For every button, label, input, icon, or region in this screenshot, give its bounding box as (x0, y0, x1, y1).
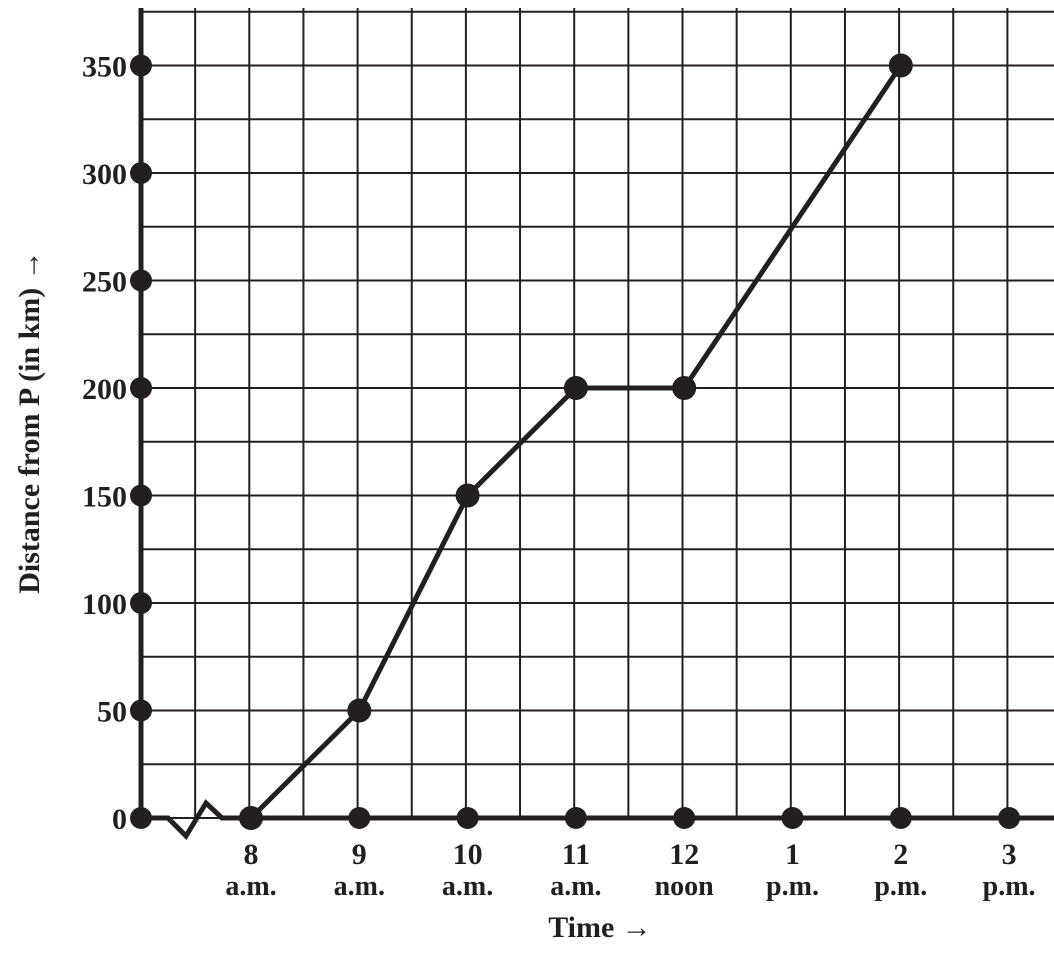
x-tick-dot (889, 807, 912, 829)
y-tick-dot (130, 592, 152, 614)
y-tick-dot (130, 162, 152, 184)
x-tick-label: 12 (669, 838, 699, 871)
x-tick-label: 1 (785, 838, 800, 871)
y-tick-dot (130, 54, 152, 77)
x-axis-line-with-break (141, 799, 1054, 841)
y-tick-dot (130, 484, 152, 507)
data-point (347, 698, 372, 723)
y-tick-dot (130, 377, 152, 399)
x-tick-label: 11 (562, 838, 590, 871)
x-tick-sublabel: a.m. (550, 871, 601, 902)
x-tick-sublabel: a.m. (225, 871, 276, 902)
x-tick-label: 9 (352, 838, 367, 871)
x-tick-sublabel: a.m. (442, 871, 493, 902)
y-tick-label: 50 (97, 696, 127, 729)
x-tick-label: 2 (893, 838, 908, 871)
x-tick-dot (564, 807, 587, 829)
data-point (455, 483, 480, 508)
x-tick-sublabel: p.m. (983, 871, 1036, 902)
x-tick-sublabel: noon (655, 871, 715, 902)
data-point (563, 376, 588, 400)
y-tick-label: 350 (82, 51, 127, 84)
x-tick-dot (456, 807, 479, 829)
x-tick-label: 10 (453, 838, 483, 871)
x-tick-dot (348, 807, 371, 829)
axes (130, 8, 1054, 841)
x-tick-sublabel: p.m. (874, 871, 927, 902)
y-tick-label: 0 (112, 803, 127, 836)
x-axis-label: Time → (548, 911, 652, 944)
y-tick-label: 300 (82, 158, 127, 191)
y-tick-label: 100 (82, 588, 127, 621)
series (239, 53, 913, 830)
x-tick-sublabel: a.m. (334, 871, 385, 902)
x-tick-dot (998, 807, 1021, 829)
x-tick-dot (781, 807, 804, 829)
y-tick-dot (130, 807, 152, 829)
x-tick-sublabel: p.m. (766, 871, 819, 902)
series-line (249, 64, 903, 820)
y-tick-dot (130, 269, 152, 292)
x-tick-label: 8 (244, 838, 259, 871)
y-axis-label: Distance from P (in km) → (13, 250, 46, 594)
y-tick-label: 250 (82, 266, 127, 299)
data-point (239, 806, 263, 830)
y-tick-dot (130, 699, 152, 722)
y-tick-label: 150 (82, 481, 127, 514)
data-point (672, 376, 697, 400)
grid (140, 8, 1054, 819)
data-point (888, 53, 913, 78)
y-tick-label: 200 (82, 373, 127, 406)
x-tick-dot (673, 807, 696, 829)
tick-labels: 0501001502002503003508a.m.9a.m.10a.m.11a… (82, 51, 1036, 903)
x-tick-label: 3 (1002, 838, 1017, 871)
